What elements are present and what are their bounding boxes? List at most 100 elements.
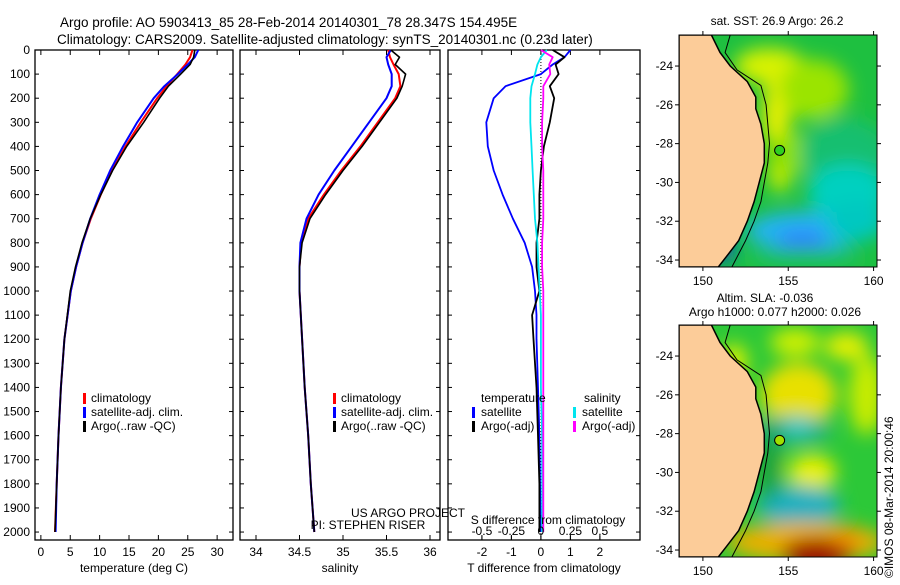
field-patch	[776, 230, 827, 251]
x-axis-label: temperature (deg C)	[80, 561, 188, 575]
x-axis-label: salinity	[322, 561, 359, 575]
x-axis-label: T difference from climatology	[467, 561, 621, 575]
isobath-line	[724, 325, 771, 557]
float-position-marker	[774, 434, 786, 446]
s-tick-label: -0.25	[498, 524, 526, 538]
x-tick-label: 10	[93, 545, 107, 559]
field-patch	[756, 485, 841, 526]
x-tick-label: 15	[122, 545, 136, 559]
legend-label: satellite-adj. clim.	[91, 405, 183, 419]
legend-label: climatology	[91, 391, 151, 405]
series-s-satellite	[529, 49, 548, 532]
legend-label: satellite	[582, 405, 623, 419]
field-patch	[832, 528, 861, 549]
legend-swatch	[333, 407, 336, 418]
y-tick-label: 500	[10, 164, 30, 178]
y-tick-label: 1600	[3, 429, 30, 443]
lat-tick-label: -26	[656, 388, 674, 402]
map-frame	[678, 34, 878, 268]
lat-tick-label: -28	[656, 137, 674, 151]
map-frame	[678, 324, 878, 558]
legend-label: satellite	[481, 405, 522, 419]
figure-title-line2: Climatology: CARS2009. Satellite-adjuste…	[57, 32, 593, 47]
lat-tick-label: -32	[656, 214, 674, 228]
profile-panel-temperature: 0100200300400500600700800900100011001200…	[3, 43, 234, 575]
lon-tick-label: 155	[778, 274, 798, 288]
map-sla_map: -24 -26 -28 -30 -32 -34 150 155 160 Altim. SLA: -…	[656, 291, 884, 578]
y-tick-label: 400	[10, 139, 30, 153]
y-tick-label: 1500	[3, 405, 30, 419]
x-tick-label: 20	[152, 545, 166, 559]
legend-swatch	[333, 421, 336, 432]
legend-title-salinity: salinity	[584, 391, 621, 405]
map-field	[679, 35, 877, 267]
s-axis-label: S difference from climatology	[471, 513, 626, 527]
lon-tick-label: 155	[778, 564, 798, 578]
profile-panel-salinity: 34 34.5 35 35.5 36 salinity	[239, 49, 441, 575]
x-tick-label: -1	[506, 545, 517, 559]
s-tick-label: 0.25	[559, 524, 583, 538]
y-tick-label: 800	[10, 236, 30, 250]
x-tick-label: -2	[477, 545, 488, 559]
map-title: Altim. SLA: -0.036	[717, 291, 814, 305]
x-tick-label: 2	[597, 545, 604, 559]
y-tick-label: 1400	[3, 380, 30, 394]
field-patches	[719, 328, 877, 557]
panel-frame	[239, 49, 441, 541]
y-tick-label: 0	[23, 43, 30, 57]
field-patch	[778, 59, 849, 120]
map-title: sat. SST: 26.9 Argo: 26.2	[711, 14, 844, 28]
x-tick-label: 35	[336, 545, 350, 559]
field-patch	[824, 332, 869, 361]
series-argo-raw-qc-	[298, 49, 407, 533]
y-tick-label: 200	[10, 91, 30, 105]
land	[679, 325, 766, 557]
isobath-line	[724, 35, 771, 267]
field-patch	[784, 415, 813, 436]
field-patch	[788, 454, 837, 491]
lat-tick-label: -34	[656, 543, 674, 557]
lon-tick-label: 160	[864, 274, 884, 288]
imos-timestamp: ©IMOS 08-Mar-2014 20:00:46	[882, 416, 896, 578]
legend-swatch	[83, 421, 86, 432]
series-t-argo-adj-	[531, 49, 566, 532]
legend-swatch	[83, 407, 86, 418]
lat-tick-label: -24	[656, 349, 674, 363]
y-tick-label: 1800	[3, 477, 30, 491]
y-tick-label: 700	[10, 212, 30, 226]
map-subtitle: Argo h1000: 0.077 h2000: 0.026	[689, 305, 861, 319]
x-tick-label: 25	[181, 545, 195, 559]
y-tick-label: 600	[10, 188, 30, 202]
y-tick-label: 1700	[3, 453, 30, 467]
field-patch	[770, 328, 821, 357]
lat-tick-label: -26	[656, 98, 674, 112]
legend-label: climatology	[341, 391, 401, 405]
s-tick-label: 0	[538, 524, 545, 538]
x-tick-label: 0	[38, 545, 45, 559]
legend-label: Argo(..raw -QC)	[91, 419, 176, 433]
lat-tick-label: -24	[656, 59, 674, 73]
legend-swatch	[573, 407, 576, 418]
field-patch	[848, 354, 877, 435]
legend-swatch	[573, 421, 576, 432]
s-tick-label: -0.5	[472, 524, 493, 538]
x-tick-label: 36	[423, 545, 437, 559]
field-patch	[745, 248, 866, 267]
legend-swatch	[472, 421, 475, 432]
series-argo-raw-qc-	[54, 49, 196, 533]
lon-tick-label: 150	[693, 274, 713, 288]
x-tick-label: 1	[567, 545, 574, 559]
lat-tick-label: -34	[656, 253, 674, 267]
lat-tick-label: -32	[656, 504, 674, 518]
legend-label: Argo(-adj)	[582, 419, 635, 433]
x-tick-label: 0	[538, 545, 545, 559]
map-sst_map: -24 -26 -28 -30 -32 -34 150 155 160 sat. SST: 26.…	[656, 14, 884, 288]
x-tick-label: 34	[249, 545, 263, 559]
lon-tick-label: 150	[693, 564, 713, 578]
legend-label: Argo(-adj)	[481, 419, 534, 433]
y-tick-label: 1100	[4, 308, 30, 322]
x-tick-label: 34.5	[288, 545, 312, 559]
credit-pi: PI: STEPHEN RISER	[311, 518, 426, 532]
float-position-marker	[774, 144, 786, 156]
panel-frame	[34, 49, 234, 541]
